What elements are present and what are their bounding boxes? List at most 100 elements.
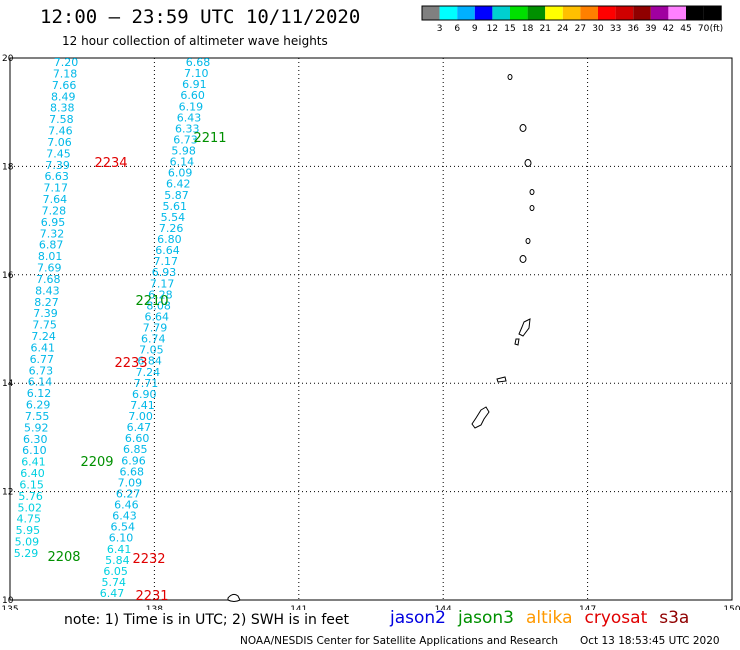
wave-height-value: 6.68 xyxy=(119,465,144,478)
scale-tick-label: 12 xyxy=(487,24,498,34)
wave-height-value: 7.66 xyxy=(52,79,77,92)
scale-tick-label: 3 xyxy=(437,24,443,34)
wave-height-value: 6.73 xyxy=(29,364,54,377)
wave-height-value: 7.39 xyxy=(45,159,70,172)
wave-height-value: 6.87 xyxy=(39,239,64,252)
wave-height-value: 6.60 xyxy=(180,89,205,102)
wave-height-value: 6.41 xyxy=(30,341,55,354)
wave-height-value: 6.28 xyxy=(148,288,173,301)
wave-height-value: 8.08 xyxy=(146,299,171,312)
pass-number-label: 2208 xyxy=(47,550,80,565)
longitude-label: 147 xyxy=(579,605,596,610)
pass-number-label: 2211 xyxy=(193,131,226,146)
pass-number-label: 2233 xyxy=(114,356,147,371)
wave-height-value: 7.05 xyxy=(139,344,164,357)
island-icon xyxy=(227,593,241,602)
scale-tick-label: 39 xyxy=(645,24,657,34)
wave-height-value: 7.09 xyxy=(118,476,143,489)
wave-height-value: 6.42 xyxy=(166,178,191,191)
scale-swatch xyxy=(545,6,563,20)
wave-height-value: 7.55 xyxy=(25,410,50,423)
latitude-label: 16 xyxy=(2,271,14,281)
wave-height-value: 6.47 xyxy=(127,421,152,434)
legend-s3a: s3a xyxy=(659,608,690,628)
wave-height-value: 7.17 xyxy=(44,182,69,195)
island-icon xyxy=(529,189,535,195)
wave-height-value: 6.41 xyxy=(21,456,46,469)
longitude-label: 150 xyxy=(723,605,740,610)
wave-height-map: 135 138 141 144 147 1502018161412107.207.187.… xyxy=(1,54,740,610)
color-scale-legend: 3 6 9 12 15 18 21 24 27 30 33 36 39 42 45 70 (ft) xyxy=(421,5,723,34)
mission-legend: jason2 jason3 altika cryosat s3a xyxy=(390,608,701,628)
wave-height-value: 7.79 xyxy=(143,322,168,335)
wave-height-value: 5.09 xyxy=(15,536,40,549)
wave-height-value: 5.29 xyxy=(14,547,39,560)
wave-height-value: 6.27 xyxy=(116,487,141,500)
wave-height-value: 7.41 xyxy=(130,399,155,412)
island-icon xyxy=(507,74,513,80)
wave-height-value: 6.12 xyxy=(27,387,52,400)
wave-height-value: 7.68 xyxy=(36,273,61,286)
wave-height-value: 6.93 xyxy=(152,266,177,279)
legend-cryosat: cryosat xyxy=(584,608,648,628)
pass-number-label: 2231 xyxy=(135,589,168,604)
wave-height-value: 6.91 xyxy=(182,78,207,91)
chart-title: 12:00 – 23:59 UTC 10/11/2020 xyxy=(40,6,361,28)
wave-height-value: 7.45 xyxy=(46,147,71,160)
wave-height-value: 5.54 xyxy=(161,211,186,224)
chart-subtitle: 12 hour collection of altimeter wave hei… xyxy=(62,34,328,48)
scale-tick-label: 30 xyxy=(592,24,604,34)
wave-height-value: 6.47 xyxy=(100,587,125,600)
scale-tick-label: 70 xyxy=(698,24,710,34)
wave-height-value: 5.87 xyxy=(164,189,189,202)
wave-height-value: 6.14 xyxy=(170,156,195,169)
wave-height-value: 6.30 xyxy=(23,433,48,446)
wave-height-value: 6.95 xyxy=(41,216,66,229)
scale-swatch xyxy=(439,6,458,20)
legend-jason2: jason2 xyxy=(390,608,446,628)
wave-height-value: 6.84 xyxy=(137,355,162,368)
wave-height-value: 5.02 xyxy=(17,501,42,514)
scale-swatch xyxy=(510,6,528,20)
island-icon xyxy=(519,255,527,263)
wave-height-value: 4.75 xyxy=(17,513,42,526)
wave-height-value: 5.74 xyxy=(102,576,127,589)
wave-height-value: 6.10 xyxy=(109,532,134,545)
wave-height-value: 7.24 xyxy=(31,330,56,343)
wave-height-value: 6.10 xyxy=(22,444,47,457)
wave-height-value: 8.43 xyxy=(35,284,60,297)
island-icon xyxy=(524,159,532,167)
wave-height-value: 7.32 xyxy=(40,227,65,240)
scale-swatch xyxy=(703,6,722,20)
wave-height-value: 6.05 xyxy=(103,565,128,578)
wave-height-value: 6.90 xyxy=(132,388,157,401)
wave-height-value: 6.60 xyxy=(125,432,150,445)
latitude-label: 12 xyxy=(2,488,13,498)
longitude-label: 138 xyxy=(146,605,163,610)
legend-altika: altika xyxy=(526,608,573,628)
scale-swatch xyxy=(650,6,669,20)
wave-height-value: 6.54 xyxy=(111,521,136,534)
wave-height-value: 5.61 xyxy=(162,200,187,213)
wave-height-value: 7.00 xyxy=(128,410,153,423)
island-guam-icon xyxy=(471,406,490,429)
wave-height-value: 5.84 xyxy=(105,554,130,567)
island-icon xyxy=(525,238,531,244)
scale-tick-label: 15 xyxy=(504,24,515,34)
wave-height-value: 7.71 xyxy=(134,377,159,390)
wave-height-value: 6.63 xyxy=(44,170,69,183)
footer-timestamp: Oct 13 18:53:45 UTC 2020 xyxy=(580,635,720,647)
footer-credit: NOAA/NESDIS Center for Satellite Applica… xyxy=(240,635,558,647)
scale-tick-label: 24 xyxy=(557,24,569,34)
scale-swatch xyxy=(562,6,581,20)
wave-height-value: 6.43 xyxy=(112,510,137,523)
scale-swatch xyxy=(598,6,616,20)
wave-height-value: 6.64 xyxy=(155,244,180,257)
wave-height-value: 6.80 xyxy=(157,233,182,246)
island-icon xyxy=(514,338,520,346)
scale-swatch xyxy=(615,6,634,20)
wave-height-value: 6.15 xyxy=(19,478,44,491)
wave-height-value: 6.73 xyxy=(173,133,198,146)
wave-height-value: 6.29 xyxy=(26,399,51,412)
scale-tick-label: 36 xyxy=(627,24,639,34)
